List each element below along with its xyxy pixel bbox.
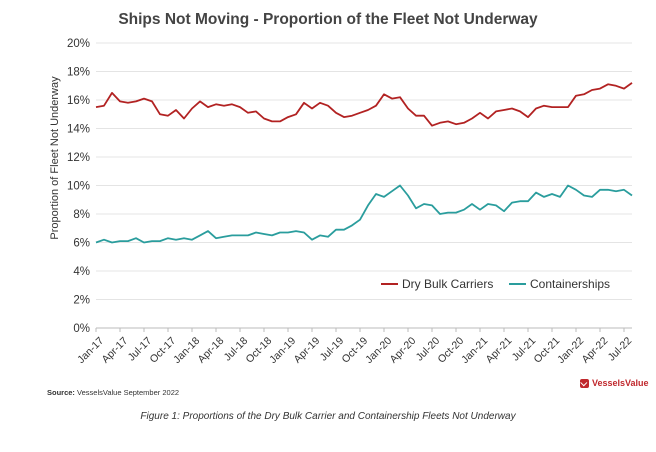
- y-tick-label: 8%: [73, 209, 90, 221]
- logo-text: VesselsValue: [592, 378, 649, 388]
- y-tick-label: 6%: [73, 238, 90, 250]
- series-lines: [95, 82, 633, 244]
- source-text: VesselsValue September 2022: [77, 388, 180, 397]
- logo-icon: [580, 378, 589, 388]
- legend-label: Dry Bulk Carriers: [402, 277, 493, 291]
- y-tick-labels: 0% 2% 4% 6% 8% 10% 12% 14% 16% 18% 20%: [67, 38, 90, 335]
- y-tick-label: 20%: [67, 38, 90, 50]
- vesselsvalue-logo: VesselsValue: [580, 378, 649, 388]
- legend-label: Containerships: [530, 277, 610, 291]
- y-tick-label: 4%: [73, 266, 90, 278]
- x-tick-label: Apr-19: [292, 335, 323, 366]
- x-tick-label: Jan-19: [267, 335, 298, 366]
- x-tick-label: Apr-18: [196, 335, 227, 366]
- series-line-containerships: [95, 184, 633, 244]
- y-tick-label: 12%: [67, 152, 90, 164]
- x-tick-label: Jan-20: [363, 335, 394, 366]
- y-tick-label: 16%: [67, 95, 90, 107]
- series-line-dry-bulk-carriers: [95, 82, 633, 127]
- x-tick-label: Jan-17: [75, 335, 106, 366]
- x-tick-label: Apr-21: [484, 335, 515, 366]
- source-note: Source: VesselsValue September 2022: [47, 388, 179, 397]
- x-tick-label: Apr-20: [388, 335, 419, 366]
- x-tick-labels: Jan-17Apr-17Jul-17Oct-17Jan-18Apr-18Jul-…: [75, 335, 634, 366]
- gridlines: [95, 42, 632, 332]
- y-tick-label: 0%: [73, 323, 90, 335]
- x-tick-label: Jul-22: [606, 335, 635, 364]
- source-label: Source:: [47, 388, 75, 397]
- line-chart: 0%2%4%6%8%10%12%14%16%18%20% Jan-17Apr-1…: [49, 38, 634, 366]
- chart-title: Ships Not Moving - Proportion of the Fle…: [118, 11, 538, 28]
- y-tick-label: 2%: [73, 295, 90, 307]
- y-tick-label: 14%: [67, 124, 90, 136]
- y-tick-label: 18%: [67, 67, 90, 79]
- x-tick-label: Apr-17: [100, 335, 131, 366]
- y-tick-label: 10%: [67, 181, 90, 193]
- y-axis-label: Proportion of Fleet Not Underway: [49, 76, 61, 240]
- x-tick-label: Jan-22: [555, 335, 586, 366]
- figure-caption: Figure 1: Proportions of the Dry Bulk Ca…: [140, 411, 516, 422]
- x-tick-label: Apr-22: [580, 335, 611, 366]
- x-tick-label: Jan-21: [459, 335, 490, 366]
- legend: Dry Bulk Carriers Containerships: [381, 277, 610, 291]
- x-tick-label: Jan-18: [171, 335, 202, 366]
